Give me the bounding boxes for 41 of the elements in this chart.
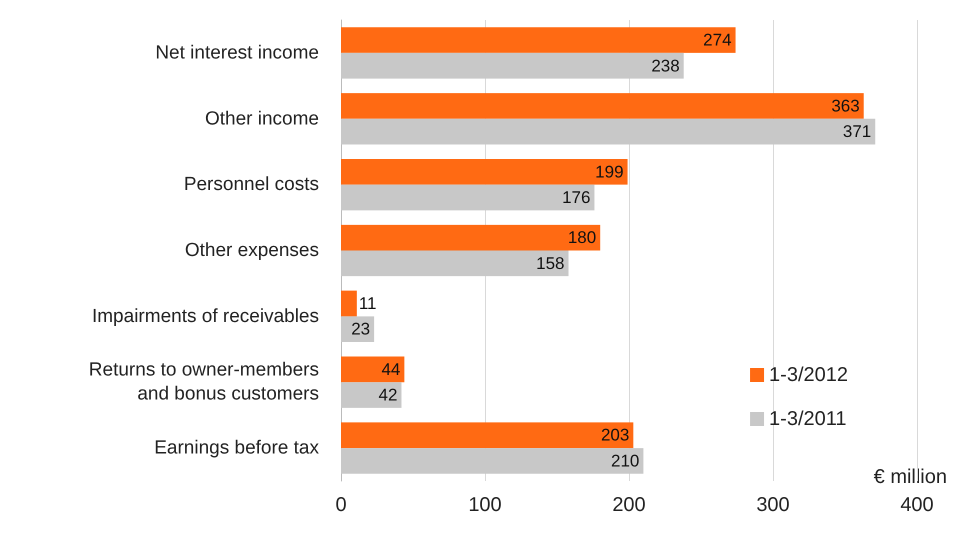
data-label: 180 (568, 228, 596, 248)
data-label: 23 (351, 320, 370, 339)
x-tick-label: 400 (900, 494, 934, 516)
data-label: 42 (378, 386, 398, 405)
legend-label: 1-3/2012 (769, 364, 848, 386)
data-label: 363 (831, 96, 860, 116)
y-tick-label: Net interest income (155, 42, 319, 64)
bar (341, 290, 357, 316)
x-tick-label: 200 (612, 494, 646, 516)
bar (341, 118, 876, 144)
x-tick-label: 100 (468, 494, 502, 516)
bar (341, 184, 594, 210)
bar (341, 27, 736, 53)
data-label: 274 (703, 30, 732, 50)
y-tick-label: Other expenses (184, 240, 319, 261)
x-tick-label: 0 (335, 494, 347, 516)
data-label: 11 (358, 294, 376, 314)
bar (341, 250, 569, 276)
y-tick-label: Returns to owner-members and bonus customers (88, 360, 319, 405)
bar (341, 158, 628, 185)
y-tick-label: Personnel costs (184, 174, 319, 196)
bar (341, 224, 600, 250)
bar (341, 356, 404, 382)
data-label: 371 (842, 122, 872, 142)
data-label: 199 (595, 162, 624, 182)
bar (341, 448, 644, 474)
legend-label: 1-3/2011 (769, 408, 847, 430)
data-label: 44 (381, 360, 400, 379)
bar (341, 93, 864, 119)
data-label: 176 (562, 188, 590, 207)
bar (341, 422, 634, 448)
data-label: 210 (611, 451, 640, 470)
y-tick-label: Earnings before tax (154, 438, 320, 459)
y-tick-label: Other income (204, 108, 319, 130)
bar (341, 382, 402, 408)
data-label: 203 (600, 426, 630, 445)
bar (341, 52, 684, 79)
data-label: 158 (536, 254, 565, 273)
y-tick-label: Impairments of receivables (92, 306, 319, 327)
data-label: 238 (651, 56, 680, 76)
x-tick-label: 300 (756, 494, 790, 516)
